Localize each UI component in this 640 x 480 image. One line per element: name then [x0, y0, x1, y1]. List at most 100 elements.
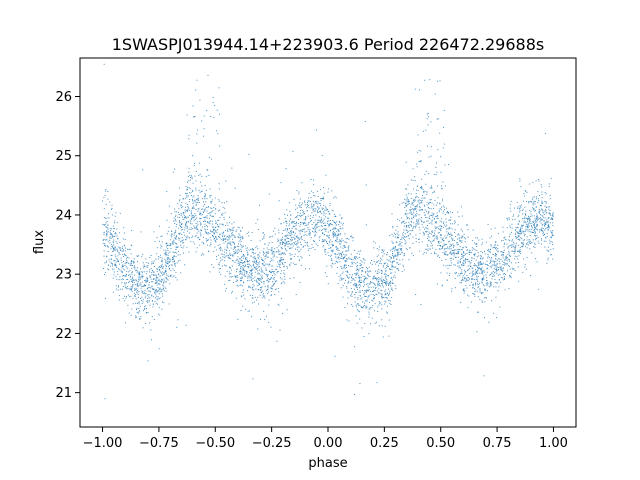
- data-point: [147, 360, 149, 362]
- data-point: [336, 221, 338, 223]
- data-point: [415, 196, 417, 198]
- data-point: [247, 266, 249, 268]
- data-point: [367, 290, 369, 292]
- data-point: [114, 220, 116, 222]
- data-point: [102, 200, 104, 202]
- data-point: [184, 239, 186, 241]
- data-point: [449, 246, 451, 248]
- data-point: [378, 260, 380, 262]
- data-point: [242, 227, 244, 229]
- data-point: [541, 208, 543, 210]
- data-point: [257, 328, 259, 330]
- data-point: [477, 276, 479, 278]
- data-point: [526, 218, 528, 220]
- data-point: [225, 287, 227, 289]
- data-point: [524, 213, 526, 215]
- data-point: [476, 250, 478, 251]
- data-point: [152, 281, 154, 283]
- data-point: [153, 318, 155, 320]
- data-point: [348, 245, 350, 247]
- data-point: [520, 253, 522, 255]
- data-point: [111, 234, 113, 236]
- data-point: [244, 261, 246, 263]
- data-point: [418, 161, 420, 162]
- data-point: [545, 210, 547, 212]
- data-point: [248, 267, 250, 269]
- data-point: [330, 254, 332, 256]
- data-point: [249, 264, 251, 266]
- data-point: [435, 236, 437, 238]
- data-point: [537, 202, 539, 204]
- data-point: [232, 248, 234, 250]
- data-point: [362, 280, 364, 282]
- data-point: [424, 79, 426, 81]
- data-point: [144, 285, 146, 287]
- data-point: [291, 243, 293, 245]
- data-point: [386, 265, 388, 267]
- data-point: [457, 275, 459, 277]
- data-point: [317, 210, 319, 212]
- data-point: [464, 241, 466, 243]
- data-point: [186, 221, 188, 223]
- data-point: [462, 264, 464, 266]
- data-point: [376, 290, 378, 292]
- data-point: [251, 272, 253, 274]
- data-point: [455, 256, 457, 258]
- data-point: [498, 268, 500, 270]
- data-point: [333, 235, 335, 237]
- data-point: [287, 234, 289, 236]
- data-point: [346, 260, 348, 262]
- data-point: [527, 218, 529, 220]
- data-point: [264, 264, 266, 266]
- data-point: [422, 231, 424, 233]
- data-point: [267, 251, 269, 253]
- data-point: [255, 268, 257, 270]
- data-point: [415, 241, 417, 243]
- data-point: [492, 247, 494, 249]
- data-point: [289, 254, 291, 256]
- data-point: [504, 289, 506, 291]
- data-point: [423, 190, 425, 192]
- data-point: [482, 278, 484, 280]
- data-point: [494, 262, 496, 264]
- data-point: [251, 279, 253, 281]
- data-point: [176, 252, 178, 254]
- data-point: [135, 295, 137, 297]
- data-point: [403, 255, 405, 257]
- data-point: [487, 248, 489, 250]
- data-point: [327, 191, 329, 193]
- data-point: [340, 246, 342, 248]
- data-point: [329, 255, 331, 257]
- data-point: [383, 265, 385, 267]
- data-point: [337, 282, 339, 284]
- data-point: [275, 280, 277, 282]
- data-point: [135, 279, 137, 281]
- data-point: [190, 212, 192, 214]
- data-point: [391, 248, 393, 250]
- data-point: [247, 254, 249, 256]
- data-point: [300, 244, 302, 246]
- data-point: [228, 257, 230, 259]
- data-point: [122, 260, 124, 262]
- data-point: [253, 285, 255, 287]
- data-point: [355, 256, 357, 258]
- data-point: [307, 224, 309, 226]
- data-point: [189, 174, 191, 176]
- data-point: [419, 206, 421, 208]
- data-point: [261, 282, 263, 284]
- data-point: [467, 236, 469, 238]
- data-point: [224, 235, 226, 237]
- data-point: [462, 255, 464, 257]
- data-point: [144, 306, 146, 308]
- data-point: [541, 227, 543, 229]
- data-point: [532, 203, 534, 205]
- data-point: [426, 227, 428, 229]
- data-point: [125, 287, 127, 289]
- data-point: [123, 244, 125, 246]
- data-point: [175, 236, 177, 238]
- data-point: [480, 254, 482, 256]
- data-point: [419, 229, 421, 231]
- data-point: [187, 216, 189, 218]
- data-point: [496, 253, 498, 255]
- data-point: [323, 228, 325, 230]
